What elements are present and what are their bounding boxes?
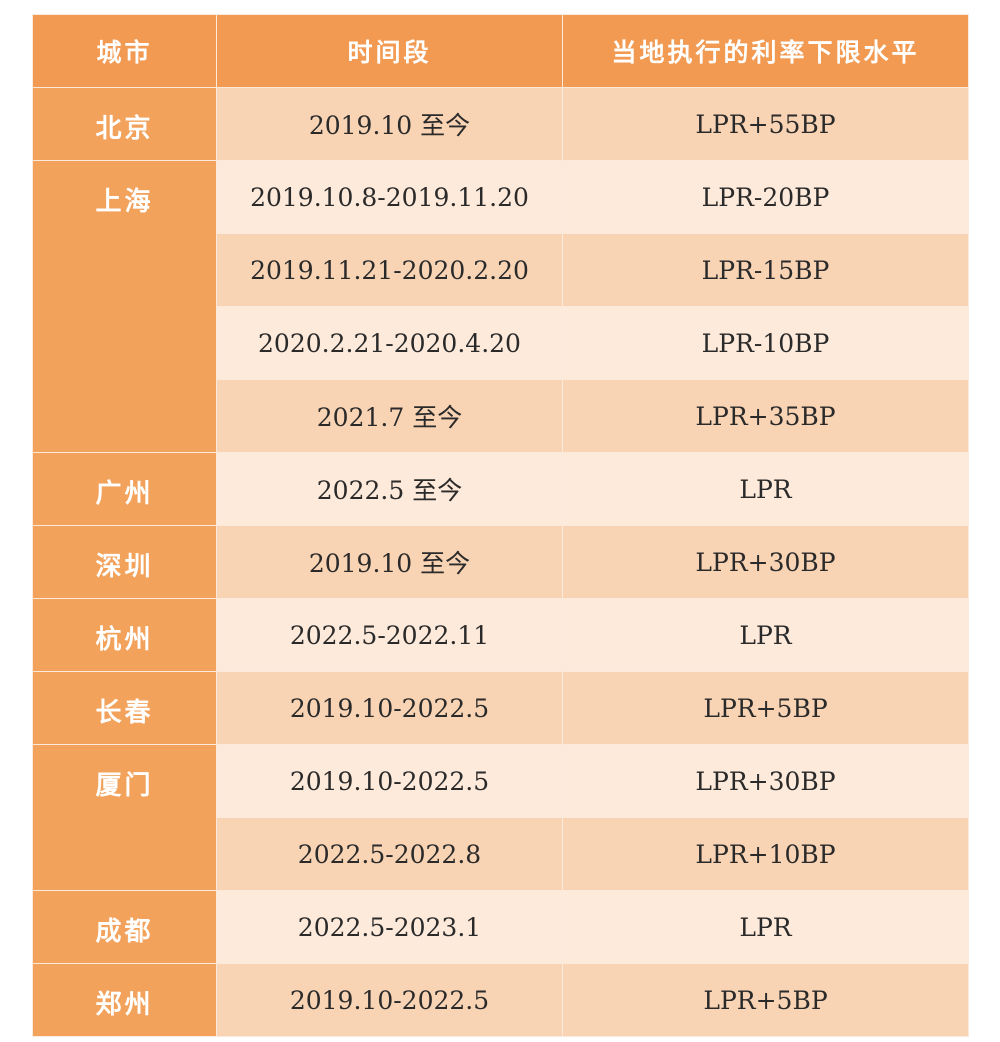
rate-cell: LPR+35BP [562,379,969,453]
table-container: 城市 时间段 当地执行的利率下限水平 北京 2019.10 至今 LPR+55BP 上… [32,14,969,1037]
header-cell: 城市 [32,14,217,88]
period-cell: 2019.10 至今 [216,525,563,599]
header-cell: 当地执行的利率下限水平 [562,14,969,88]
rate-cell: LPR [562,452,969,526]
rate-cell: LPR+30BP [562,525,969,599]
table-row: 郑州 2019.10-2022.5 LPR+5BP [32,963,969,1037]
table-row: 北京 2019.10 至今 LPR+55BP [32,87,969,161]
period-cell: 2022.5-2022.8 [216,817,563,891]
city-cell: 广州 [32,452,217,526]
rate-cell: LPR-10BP [562,306,969,380]
table-row: 长春 2019.10-2022.5 LPR+5BP [32,671,969,745]
rate-cell: LPR-15BP [562,233,969,307]
table-row: 上海 2019.10.8-2019.11.20 LPR-20BP [32,160,969,453]
table-row: 深圳 2019.10 至今 LPR+30BP [32,525,969,599]
rate-cell: LPR-20BP [562,160,969,234]
rate-cell: LPR [562,598,969,672]
city-cell: 杭州 [32,598,217,672]
table-row: 成都 2022.5-2023.1 LPR [32,890,969,964]
table-row: 杭州 2022.5-2022.11 LPR [32,598,969,672]
city-cell: 厦门 [32,744,217,891]
period-cell: 2020.2.21-2020.4.20 [216,306,563,380]
period-cell: 2022.5-2022.11 [216,598,563,672]
header-cell: 时间段 [216,14,563,88]
rate-cell: LPR+30BP [562,744,969,818]
period-cell: 2022.5-2023.1 [216,890,563,964]
period-cell: 2019.10-2022.5 [216,744,563,818]
table-row: 2020.2.21-2020.4.20 LPR-10BP [33,306,969,380]
city-cell: 深圳 [32,525,217,599]
rate-cell: LPR+5BP [562,963,969,1037]
rate-cell: LPR+10BP [562,817,969,891]
city-cell: 北京 [32,87,217,161]
table-row: 2022.5-2022.8 LPR+10BP [33,817,969,891]
table-row: 2019.11.21-2020.2.20 LPR-15BP [33,233,969,307]
rate-cell: LPR+55BP [562,87,969,161]
period-cell: 2021.7 至今 [216,379,563,453]
rate-cell: LPR [562,890,969,964]
rate-cell: LPR+5BP [562,671,969,745]
city-cell: 郑州 [32,963,217,1037]
table-row: 2021.7 至今 LPR+35BP [33,379,969,453]
table-row: 广州 2022.5 至今 LPR [32,452,969,526]
city-cell: 成都 [32,890,217,964]
period-cell: 2019.10 至今 [216,87,563,161]
header-row: 城市 时间段 当地执行的利率下限水平 [32,14,969,88]
period-cell: 2019.10-2022.5 [216,671,563,745]
rate-table: 城市 时间段 当地执行的利率下限水平 北京 2019.10 至今 LPR+55BP 上… [32,14,969,1037]
table-row: 厦门 2019.10-2022.5 LPR+30BP [32,744,969,891]
period-cell: 2019.10.8-2019.11.20 [216,160,563,234]
period-cell: 2019.10-2022.5 [216,963,563,1037]
period-cell: 2022.5 至今 [216,452,563,526]
period-cell: 2019.11.21-2020.2.20 [216,233,563,307]
city-cell: 上海 [32,160,217,453]
city-cell: 长春 [32,671,217,745]
